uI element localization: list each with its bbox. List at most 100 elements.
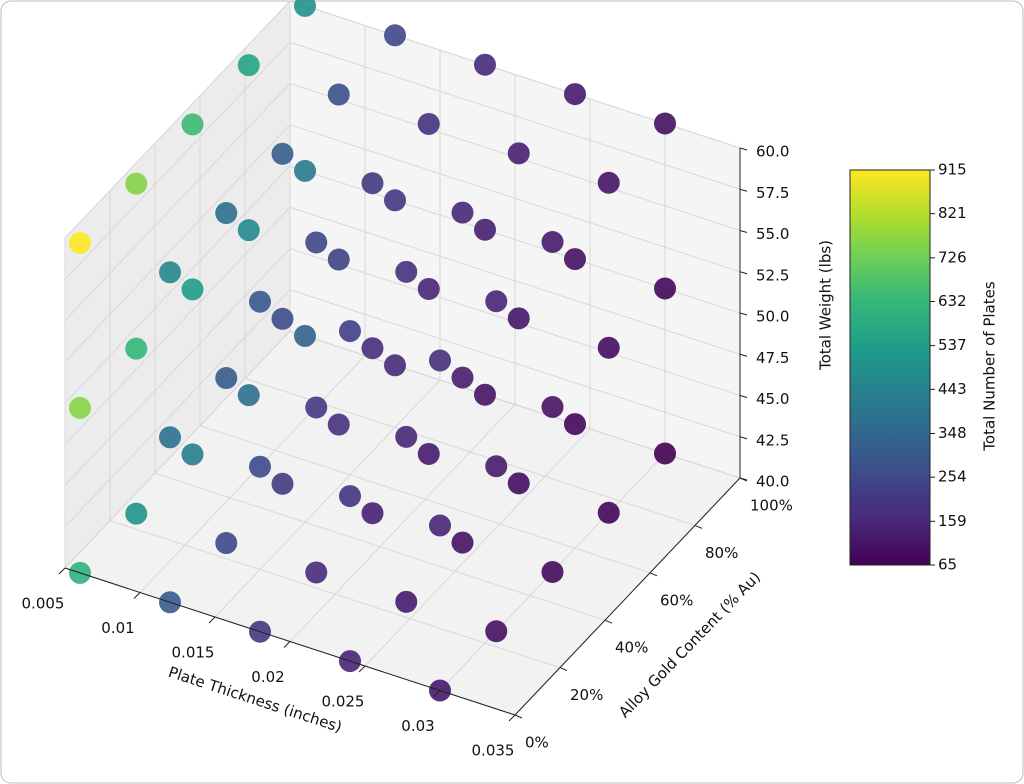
z-tick (739, 230, 748, 233)
x-tick (508, 714, 516, 722)
point (564, 83, 586, 106)
point (125, 502, 148, 525)
point (271, 142, 294, 165)
point (485, 455, 508, 478)
colorbar-tick-label: 348 (938, 424, 967, 442)
point (237, 219, 260, 242)
z-tick (739, 353, 748, 357)
z-tick-label: 52.5 (756, 266, 789, 284)
z-grid-line (64, 330, 741, 569)
z-grid-line (64, 82, 741, 321)
colorbar-tick-label: 537 (938, 336, 967, 354)
point (507, 472, 530, 495)
colorbar-tick-label: 821 (938, 204, 967, 222)
point (361, 172, 384, 195)
point (597, 501, 620, 524)
point (294, 0, 316, 17)
point (597, 171, 620, 194)
z-grid-line (64, 247, 741, 486)
point (181, 278, 204, 301)
point (429, 514, 451, 537)
point (451, 366, 474, 389)
point (541, 396, 564, 418)
z-tick-label: 57.5 (756, 184, 789, 202)
point (384, 354, 406, 377)
point (485, 620, 508, 643)
point (305, 396, 328, 419)
z-grid-line (64, 289, 741, 528)
y-tick-label: 60% (660, 591, 693, 609)
x-tick (283, 641, 291, 648)
point (305, 561, 328, 584)
y-tick (514, 714, 523, 719)
colorbar-tick-label: 159 (938, 512, 967, 530)
point (294, 159, 316, 182)
point (654, 112, 676, 135)
point (271, 307, 294, 330)
point (451, 201, 474, 224)
point (249, 455, 271, 478)
x-tick (433, 690, 441, 697)
x-tick (133, 592, 141, 599)
point (384, 189, 406, 212)
point (654, 277, 676, 300)
point (271, 472, 294, 495)
z-tick (739, 477, 748, 481)
z-axis-label: Total Weight (lbs) (817, 240, 835, 371)
z-tick (739, 436, 748, 440)
point (507, 142, 530, 165)
point (417, 112, 440, 135)
point (429, 349, 451, 372)
point (474, 53, 496, 76)
z-tick (739, 271, 748, 275)
point (215, 532, 238, 555)
point (327, 248, 350, 271)
point (237, 384, 260, 407)
point (327, 413, 350, 436)
point (507, 307, 530, 330)
point (564, 413, 586, 436)
point (159, 426, 181, 449)
point (485, 290, 508, 313)
x-tick-label: 0.025 (322, 693, 365, 711)
point (395, 425, 418, 448)
point (249, 290, 271, 313)
z-grid-line (64, 206, 741, 445)
point (474, 383, 496, 406)
point (361, 502, 384, 525)
point (451, 531, 474, 554)
point (294, 324, 316, 347)
point (215, 202, 238, 225)
colorbar-tick-label: 915 (938, 161, 967, 179)
point (181, 113, 204, 136)
z-tick (739, 312, 748, 316)
x-tick-label: 0.015 (172, 644, 215, 662)
y-tick-label: 100% (750, 497, 793, 515)
colorbar-tick-label: 726 (938, 248, 967, 266)
point (395, 260, 418, 283)
point (541, 561, 564, 583)
point (597, 336, 620, 359)
z-grid-line (64, 165, 741, 404)
x-tick (358, 665, 366, 673)
y-tick (649, 572, 658, 577)
point (181, 443, 204, 466)
colorbar-tick-label: 65 (938, 556, 957, 574)
point (339, 320, 361, 343)
z-tick-label: 55.0 (756, 225, 789, 243)
y-tick-label: 80% (705, 544, 738, 562)
point (384, 24, 406, 47)
z-tick-label: 60.0 (756, 143, 789, 161)
point (361, 337, 384, 360)
colorbar-label: Total Number of Plates (981, 281, 999, 452)
axes: 0.005 0.01 0.015 0.02 0.025 0.03 0.035 0% 20% 40%… (22, 143, 793, 760)
y-tick-label: 20% (570, 686, 603, 704)
x-tick (58, 567, 66, 575)
colorbar-tick-label: 254 (938, 468, 967, 486)
z-tick (739, 395, 748, 398)
point (541, 231, 564, 253)
point (417, 442, 440, 465)
z-tick (739, 147, 748, 151)
point (125, 172, 148, 195)
